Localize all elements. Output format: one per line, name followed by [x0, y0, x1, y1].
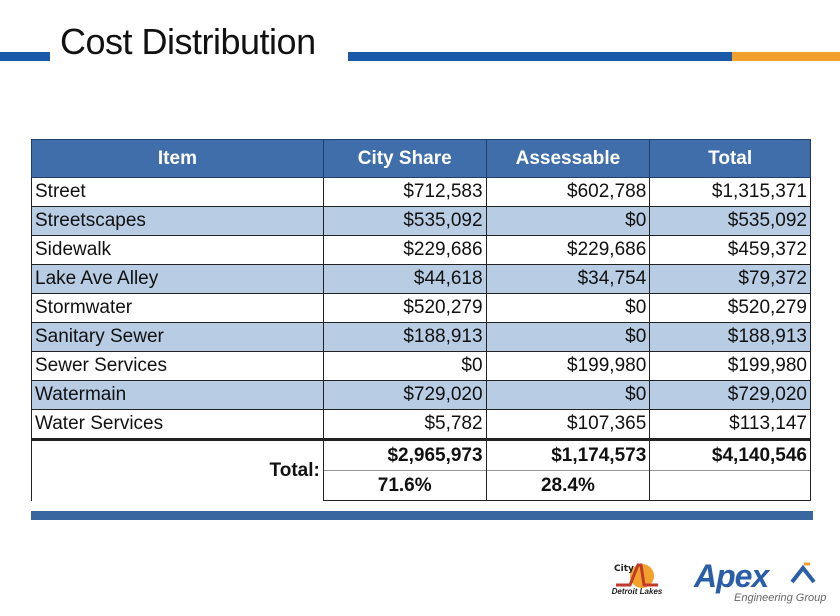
cell-assessable: $0: [485, 380, 651, 410]
cell-total: $520,279: [649, 293, 811, 323]
cell-total: $535,092: [649, 206, 811, 236]
cell-assessable: $0: [485, 322, 651, 352]
cell-assessable: $34,754: [485, 264, 651, 294]
apex-tagline: Engineering Group: [734, 592, 827, 604]
city-share-percent: 71.6%: [322, 470, 487, 501]
table-row: Sidewalk $229,686 $229,686 $459,372: [31, 235, 811, 265]
cell-item: Street: [31, 177, 324, 207]
header-assessable: Assessable: [485, 139, 651, 178]
cell-city-share: $712,583: [322, 177, 487, 207]
cell-total: $113,147: [649, 409, 811, 440]
cell-city-share: $5,782: [322, 409, 487, 440]
cell-item: Stormwater: [31, 293, 324, 323]
percent-row: 71.6% 28.4%: [32, 470, 811, 501]
total-row: Total: $2,965,973 $1,174,573 $4,140,546: [31, 438, 811, 501]
total-label: Total:: [31, 438, 324, 501]
cell-item: Sanitary Sewer: [31, 322, 324, 352]
page-title: Cost Distribution: [60, 21, 316, 62]
header-total: Total: [649, 139, 811, 178]
total-city-share: $2,965,973: [322, 438, 487, 471]
cell-city-share: $520,279: [322, 293, 487, 323]
cell-city-share: $535,092: [322, 206, 487, 236]
cell-item: Sidewalk: [31, 235, 324, 265]
cell-assessable: $0: [485, 206, 651, 236]
header-item: Item: [31, 139, 324, 178]
cell-city-share: $188,913: [322, 322, 487, 352]
cell-item: Watermain: [31, 380, 324, 410]
total-percent-empty: [649, 470, 811, 501]
title-bar-right: [348, 52, 732, 61]
cell-city-share: $729,020: [322, 380, 487, 410]
cell-total: $459,372: [649, 235, 811, 265]
cell-total: $188,913: [649, 322, 811, 352]
cost-table-container: Item City Share Assessable Total Street $…: [31, 139, 811, 501]
cell-item: Water Services: [31, 409, 324, 440]
table-row: Streetscapes $535,092 $0 $535,092: [31, 206, 811, 236]
apex-logo-icon: [790, 562, 816, 584]
table-row: Lake Ave Alley $44,618 $34,754 $79,372: [31, 264, 811, 294]
table-body: Street $712,583 $602,788 $1,315,371 Streetsc…: [31, 177, 811, 440]
cell-assessable: $107,365: [485, 409, 651, 440]
city-logo: City Detroit Lakes: [608, 559, 666, 601]
cost-distribution-table: Item City Share Assessable Total Street $…: [31, 139, 811, 501]
title-bar-accent: [732, 52, 840, 61]
cell-city-share: $229,686: [322, 235, 487, 265]
cell-assessable: $602,788: [485, 177, 651, 207]
table-row: Sanitary Sewer $188,913 $0 $188,913: [31, 322, 811, 352]
cell-total: $1,315,371: [649, 177, 811, 207]
header-city-share: City Share: [322, 139, 487, 178]
table-row: Stormwater $520,279 $0 $520,279: [31, 293, 811, 323]
cell-assessable: $0: [485, 293, 651, 323]
cell-total: $199,980: [649, 351, 811, 381]
title-bar-left: [0, 52, 50, 61]
cell-item: Lake Ave Alley: [31, 264, 324, 294]
cell-assessable: $199,980: [485, 351, 651, 381]
cell-item: Streetscapes: [31, 206, 324, 236]
assessable-percent: 28.4%: [485, 470, 651, 501]
cell-city-share: $0: [322, 351, 487, 381]
table-bottom-bar: [31, 511, 813, 520]
table-row: Watermain $729,020 $0 $729,020: [31, 380, 811, 410]
cell-total: $79,372: [649, 264, 811, 294]
table-header-row: Item City Share Assessable Total: [31, 139, 811, 178]
table-row: Water Services $5,782 $107,365 $113,147: [31, 409, 811, 440]
table-row: Street $712,583 $602,788 $1,315,371: [31, 177, 811, 207]
total-assessable: $1,174,573: [485, 438, 651, 471]
cell-total: $729,020: [649, 380, 811, 410]
svg-text:City: City: [614, 564, 634, 574]
apex-logo-word: Apex: [694, 558, 769, 594]
table-row: Sewer Services $0 $199,980 $199,980: [31, 351, 811, 381]
city-logo-icon: City: [614, 563, 658, 588]
apex-logo: Apex Engineering Group: [694, 558, 829, 606]
cell-city-share: $44,618: [322, 264, 487, 294]
city-logo-text: Detroit Lakes: [611, 587, 663, 596]
cell-assessable: $229,686: [485, 235, 651, 265]
cell-item: Sewer Services: [31, 351, 324, 381]
total-total: $4,140,546: [649, 438, 811, 471]
